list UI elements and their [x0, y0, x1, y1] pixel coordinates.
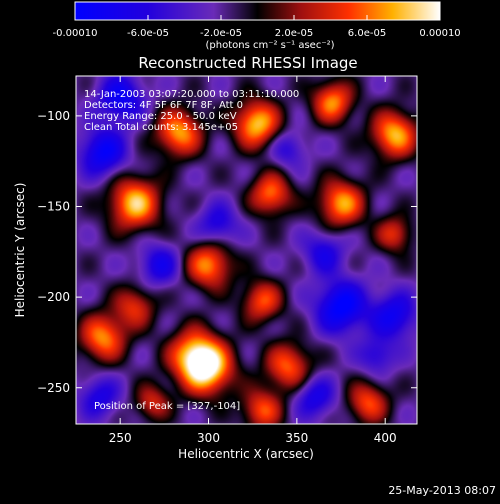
plot-frame: [75, 75, 418, 425]
x-axis-label: Heliocentric X (arcsec): [178, 447, 314, 461]
colorbar-tick-label: 0.00010: [419, 28, 460, 39]
annotation-time: 14-Jan-2003 03:07:20.000 to 03:11:10.000: [84, 89, 299, 100]
footer-timestamp: 25-May-2013 08:07: [388, 484, 496, 497]
colorbar-unit-label: (photons cm⁻² s⁻¹ asec⁻²): [205, 40, 334, 51]
y-tick-label: −100: [37, 109, 70, 123]
x-tick-label: 350: [285, 431, 308, 445]
x-tick-label: 400: [374, 431, 397, 445]
y-tick-label: −200: [37, 290, 70, 304]
y-axis-label: Heliocentric Y (arcsec): [13, 183, 27, 318]
axis-ticks: 250 300 350 400 −100 −150 −200 −250: [37, 76, 417, 445]
annotation-energy: Energy Range: 25.0 - 50.0 keV: [84, 111, 237, 122]
chart-title: Reconstructed RHESSI Image: [138, 54, 357, 72]
annotation-detectors: Detectors: 4F 5F 6F 7F 8F, Att 0: [84, 100, 243, 111]
x-tick-label: 300: [197, 431, 220, 445]
colorbar-tick-label: -0.00010: [53, 28, 98, 39]
colorbar-tick-label: 6.0e-05: [348, 28, 386, 39]
colorbar-tick-label: -6.0e-05: [127, 28, 169, 39]
y-tick-label: −250: [37, 381, 70, 395]
colorbar-ticks: -0.00010 -6.0e-05 -2.0e-05 2.0e-05 6.0e-05 0.…: [53, 15, 461, 39]
heatmap-image: [76, 76, 417, 424]
colorbar: [74, 1, 441, 21]
x-tick-label: 250: [109, 431, 132, 445]
y-tick-label: −150: [37, 200, 70, 214]
colorbar-tick-label: -2.0e-05: [200, 28, 242, 39]
peak-position-label: Position of Peak = [327,-104]: [94, 401, 240, 412]
annotation-counts: Clean Total counts: 3.145e+05: [84, 122, 238, 133]
colorbar-tick-label: 2.0e-05: [275, 28, 313, 39]
annotation-block: 14-Jan-2003 03:07:20.000 to 03:11:10.000…: [84, 89, 299, 133]
